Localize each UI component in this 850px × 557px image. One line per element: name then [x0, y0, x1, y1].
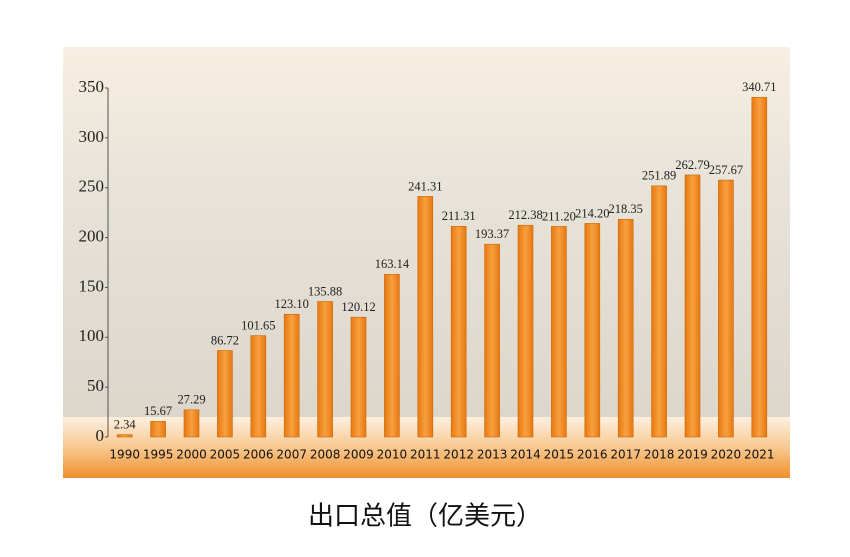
- x-tick-label: 2009: [343, 448, 374, 462]
- value-label: 123.10: [275, 297, 309, 311]
- value-label: 135.88: [308, 284, 342, 298]
- x-tick-label: 1990: [109, 448, 140, 462]
- x-tick-label: 2012: [443, 448, 474, 462]
- y-tick-label: 200: [79, 226, 105, 245]
- x-tick-label: 2017: [610, 448, 641, 462]
- value-label: 340.71: [742, 80, 776, 94]
- value-label: 212.38: [508, 208, 542, 222]
- value-label: 120.12: [341, 300, 375, 314]
- bar: [183, 409, 200, 438]
- x-tick-label: 1995: [143, 448, 174, 462]
- bar: [584, 223, 601, 438]
- value-label: 163.14: [375, 257, 410, 271]
- x-tick-label: 2005: [210, 448, 241, 462]
- chart-title: 出口总值（亿美元）: [308, 502, 542, 532]
- x-tick-label: 2016: [577, 448, 608, 462]
- bar: [450, 225, 467, 438]
- x-tick-label: 2014: [510, 448, 541, 462]
- bar: [718, 179, 734, 438]
- bar: [116, 434, 133, 438]
- bar: [283, 313, 300, 438]
- value-label: 257.67: [709, 163, 743, 177]
- bar: [250, 335, 267, 438]
- x-tick-label: 2007: [276, 448, 307, 462]
- x-tick-label: 2021: [744, 448, 775, 462]
- bar: [217, 350, 233, 438]
- value-label: 218.35: [609, 202, 643, 216]
- value-label: 241.31: [408, 179, 442, 193]
- bar: [350, 316, 367, 438]
- value-label: 211.31: [442, 209, 476, 223]
- bar: [317, 301, 333, 438]
- x-tick-label: 2000: [176, 448, 207, 462]
- value-label: 214.20: [575, 206, 609, 220]
- x-tick-label: 2013: [477, 448, 508, 462]
- value-label: 86.72: [211, 333, 239, 347]
- x-tick-label: 2011: [410, 448, 441, 462]
- bar: [651, 185, 667, 438]
- bar: [751, 96, 768, 438]
- x-tick-label: 2015: [544, 448, 575, 462]
- x-tick-label: 2020: [711, 448, 742, 462]
- value-label: 27.29: [177, 393, 205, 407]
- x-tick-label: 2018: [644, 448, 675, 462]
- y-tick-label: 0: [96, 426, 105, 445]
- value-label: 193.37: [475, 227, 509, 241]
- y-tick-label: 100: [79, 326, 105, 345]
- bar: [150, 421, 166, 438]
- bar: [551, 226, 567, 438]
- y-tick-label: 50: [87, 376, 104, 395]
- y-tick-label: 300: [79, 127, 105, 146]
- value-label: 2.34: [114, 418, 137, 432]
- bar: [484, 243, 500, 438]
- bar: [617, 218, 634, 438]
- x-tick-label: 2019: [677, 448, 708, 462]
- value-label: 15.67: [144, 404, 172, 418]
- bar: [684, 174, 701, 438]
- value-label: 211.20: [542, 209, 576, 223]
- bar: [517, 224, 534, 438]
- y-tick-label: 350: [79, 77, 105, 96]
- bar: [384, 274, 400, 438]
- x-tick-label: 2006: [243, 448, 274, 462]
- bar: [417, 196, 434, 438]
- y-tick-label: 150: [79, 276, 105, 295]
- value-label: 262.79: [675, 158, 709, 172]
- y-tick-label: 250: [79, 177, 105, 196]
- value-label: 251.89: [642, 169, 676, 183]
- x-tick-label: 2010: [377, 448, 408, 462]
- value-label: 101.65: [241, 319, 275, 333]
- x-tick-label: 2008: [310, 448, 341, 462]
